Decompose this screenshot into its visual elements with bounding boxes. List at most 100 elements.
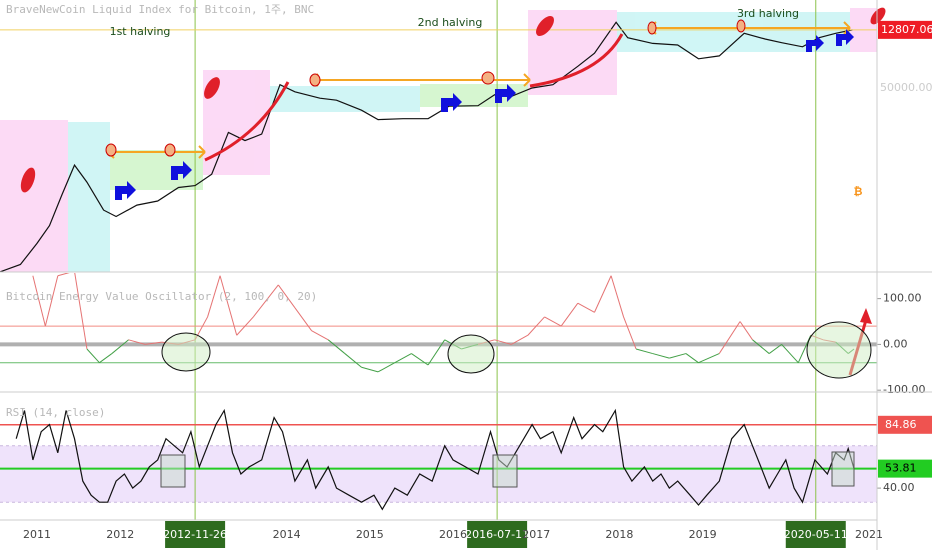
last-price-label: 12807.06 [881, 23, 932, 36]
osc-segment [327, 339, 346, 354]
circle-highlight [806, 321, 872, 379]
last-price-bg [878, 20, 932, 39]
osc-segment [86, 348, 100, 364]
osc-segment [411, 353, 429, 366]
level-label: 84.86 [885, 418, 917, 431]
marker [164, 143, 176, 157]
x-tick-label: 2012 [106, 528, 134, 541]
osc-segment [594, 275, 612, 313]
zone [0, 120, 68, 272]
box-highlight [160, 454, 186, 488]
x-tick-label: 2014 [273, 528, 301, 541]
x-tick-label: 2017 [522, 528, 550, 541]
zone [270, 86, 420, 112]
box-highlight [492, 454, 518, 488]
osc-segment [669, 353, 687, 359]
osc-segment [207, 275, 221, 318]
osc-segment [610, 275, 625, 318]
rsi-band [0, 445, 877, 503]
date-label: 2020-05-11 [784, 528, 848, 541]
osc-segment [544, 316, 562, 327]
osc-segment [74, 273, 88, 350]
osc-segment [494, 339, 512, 345]
date-label: 2016-07-11 [465, 528, 529, 541]
osc-segment [739, 321, 753, 341]
marker [309, 73, 321, 87]
level-label-bg [878, 415, 932, 434]
x-tick-label: 2021 [855, 528, 883, 541]
series [15, 408, 855, 511]
osc-segment [57, 273, 70, 277]
annotation: 3rd halving [737, 7, 799, 20]
zone [68, 122, 110, 272]
series [32, 273, 855, 373]
osc-segment [32, 275, 46, 327]
osc-segment [219, 275, 238, 336]
axis-note: 50000.00 [880, 81, 932, 94]
line [15, 408, 855, 511]
osc-segment [427, 339, 446, 366]
osc-segment [99, 353, 113, 364]
series [0, 21, 853, 272]
osc-segment [577, 302, 595, 313]
decor [20, 7, 886, 488]
osc-segment [311, 330, 329, 341]
osc-segment [718, 321, 741, 354]
osc-segment [511, 334, 529, 345]
circle-highlight [447, 334, 495, 374]
marker [481, 71, 495, 85]
osc-segment [252, 284, 279, 318]
blue-arrows [115, 29, 854, 200]
osc-segment [361, 366, 379, 373]
bitcoin-icon: ₿ [854, 185, 863, 198]
date-label-bg [165, 521, 226, 548]
marker [736, 19, 746, 33]
x-tick-label: 2018 [605, 528, 633, 541]
arrow-head [860, 308, 872, 324]
x-tick-label: 2019 [689, 528, 717, 541]
osc-segment [145, 341, 162, 345]
x-tick-label: 2011 [23, 528, 51, 541]
curve-arrow [529, 33, 624, 88]
marker [105, 143, 117, 157]
osc-segment [768, 343, 782, 354]
annotation: 1st halving [110, 25, 171, 38]
x-tick-label: 2015 [356, 528, 384, 541]
annotation: 2nd halving [418, 16, 483, 29]
osc-segment [344, 353, 362, 368]
osc-segment [377, 362, 396, 373]
osc-segment [623, 316, 637, 350]
date-label-bg [785, 521, 846, 548]
box-highlight [831, 451, 855, 487]
y-tick-label: 40.00 [883, 481, 915, 494]
osc-segment [44, 275, 59, 327]
pane-title: BraveNewCoin Liquid Index for Bitcoin, 1… [6, 3, 314, 16]
osc-segment [781, 344, 799, 364]
circle-highlight [161, 332, 211, 372]
osc-segment [698, 353, 720, 364]
y-tick-label: 0.00 [883, 337, 908, 350]
y-tick-label: -100.00 [883, 383, 925, 396]
date-label-bg [467, 521, 528, 548]
osc-segment [294, 307, 312, 331]
rockets [20, 7, 886, 193]
last-value-label: 53.81 [885, 462, 917, 475]
osc-segment [635, 348, 653, 355]
marker [647, 21, 657, 35]
osc-segment [394, 353, 412, 364]
osc-segment [685, 353, 699, 364]
osc-segment [128, 339, 146, 345]
x-tick-label: 2016 [439, 528, 467, 541]
curve-arrow [204, 81, 290, 162]
last-value-bg [878, 459, 932, 478]
zones [0, 8, 877, 272]
pane-title: RSI (14, close) [6, 406, 105, 419]
osc-segment [560, 302, 579, 327]
date-label: 2012-11-26 [163, 528, 227, 541]
osc-segment [111, 339, 129, 354]
osc-segment [277, 284, 296, 309]
osc-segment [752, 339, 770, 354]
